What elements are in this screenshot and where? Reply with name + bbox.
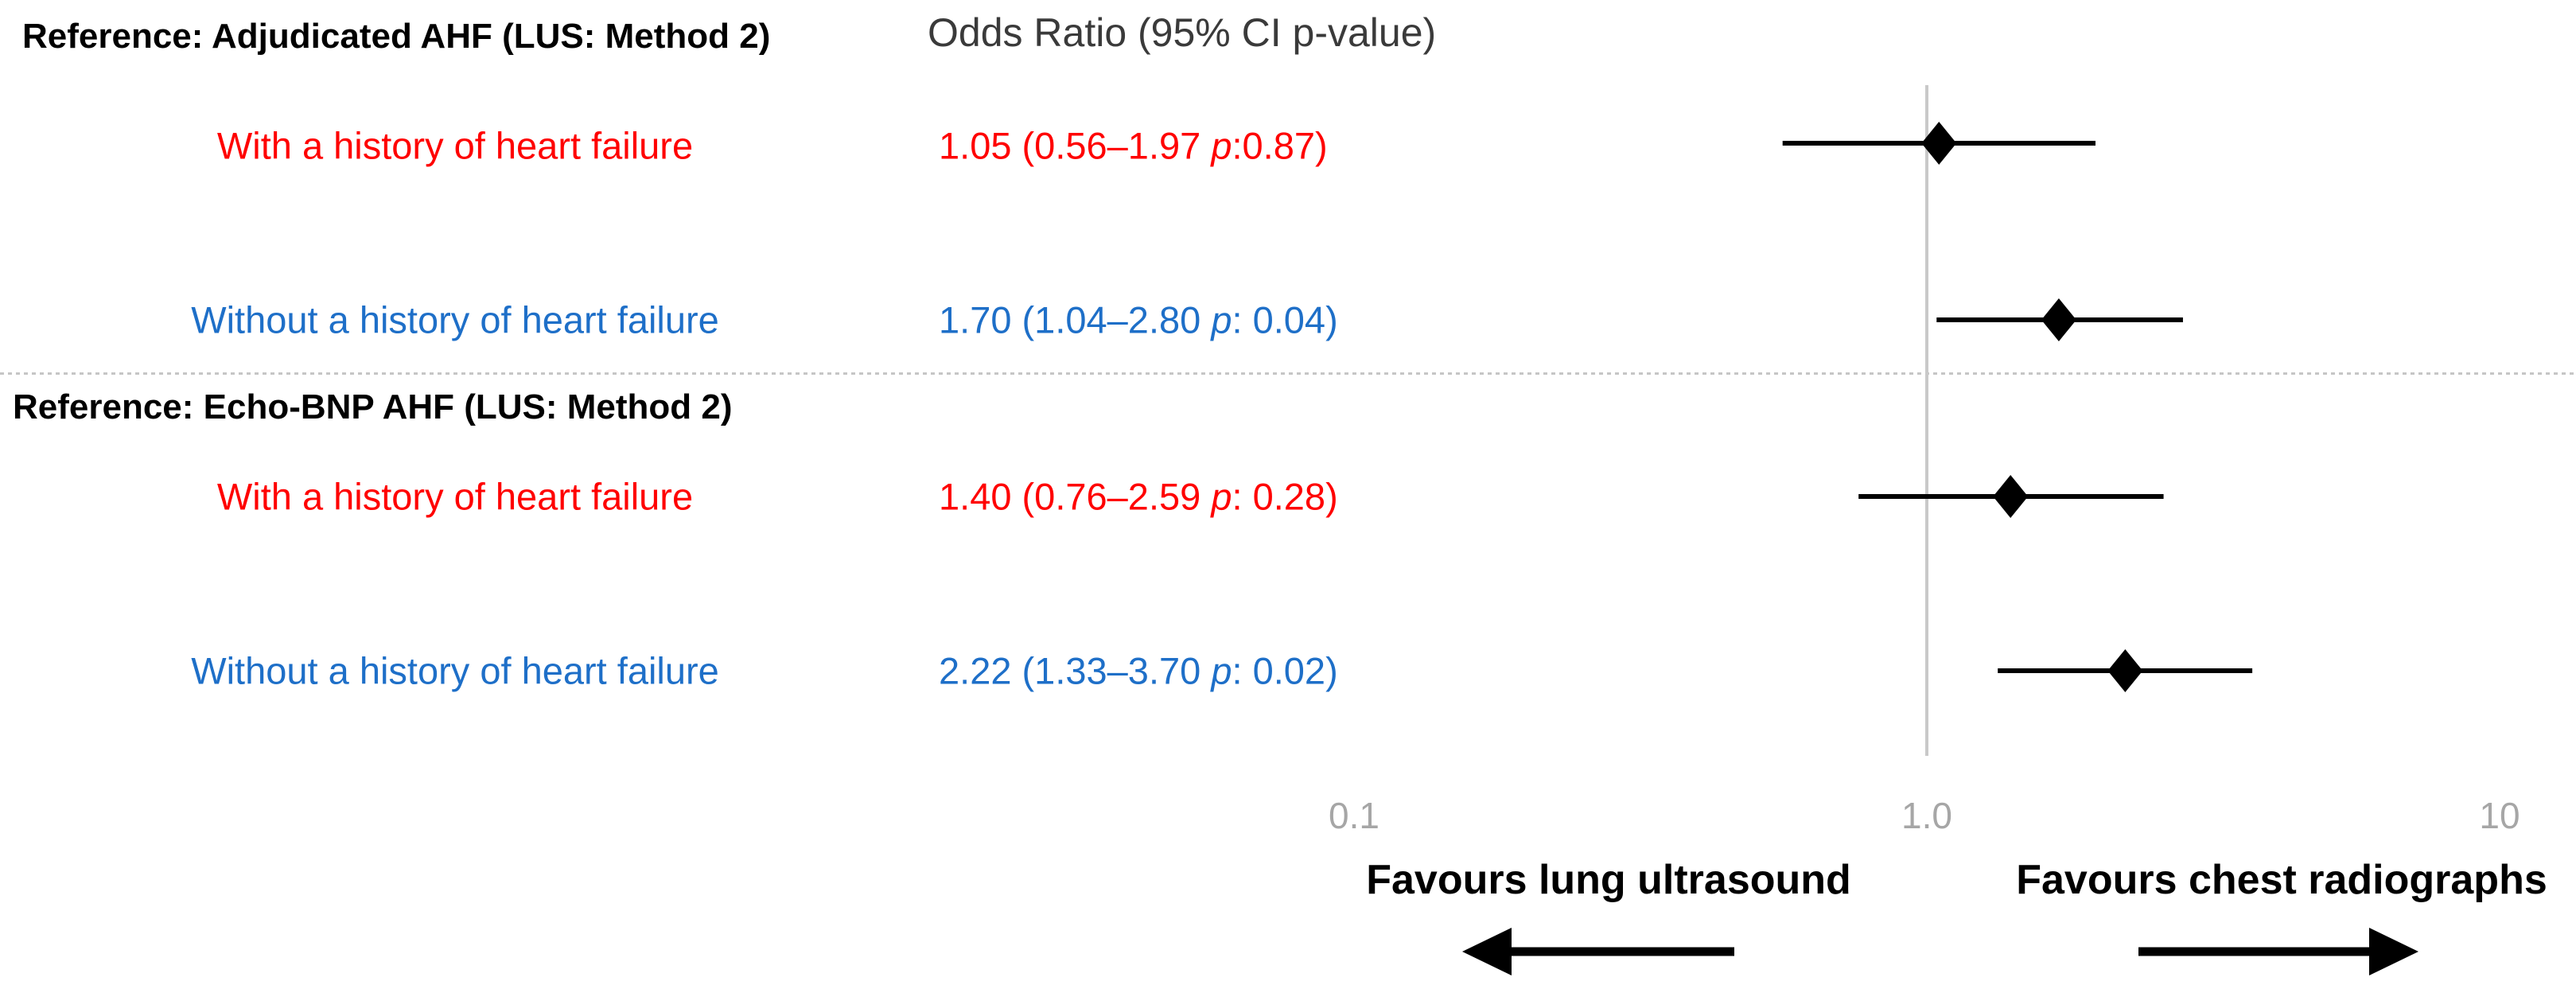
favours-lung-ultrasound-label: Favours lung ultrasound [1366,857,1851,903]
p-symbol: p [1211,649,1232,692]
left-arrow-head [1462,928,1512,975]
p-symbol: p [1211,298,1232,341]
row-label-adjudicated-with-hf: With a history of heart failure [216,124,694,167]
or-ci-text: 1.70 (1.04–2.80 [939,298,1212,341]
favours-chest-radiographs-label: Favours chest radiographs [2016,857,2547,903]
section-divider-dashed-line [0,372,2576,375]
row-label-echobnp-with-hf: With a history of heart failure [216,475,694,518]
or-diamond-row-0 [1921,122,1957,165]
axis-tick-10: 10 [2479,795,2520,836]
p-value-text: : 0.28) [1232,475,1338,518]
or-ci-text: 1.05 (0.56–1.97 [939,124,1212,167]
plot-markers-group [1782,85,2253,756]
p-value-text: : 0.04) [1232,298,1338,341]
or-value-echobnp-with-hf: 1.40 (0.76–2.59 p: 0.28) [939,478,1338,516]
or-ci-text: 2.22 (1.33–3.70 [939,649,1212,692]
p-value-text: :0.87) [1232,124,1328,167]
or-diamond-row-1 [2041,298,2076,341]
p-value-text: : 0.02) [1232,649,1338,692]
row-label-echobnp-without-hf: Without a history of heart failure [191,649,719,692]
or-value-echobnp-without-hf: 2.22 (1.33–3.70 p: 0.02) [939,652,1338,690]
axis-tick-0-1: 0.1 [1329,795,1379,836]
or-ci-text: 1.40 (0.76–2.59 [939,475,1212,518]
right-arrow-head [2369,928,2418,975]
or-value-adjudicated-with-hf: 1.05 (0.56–1.97 p:0.87) [939,127,1328,165]
odds-ratio-column-header: Odds Ratio (95% CI p-value) [928,10,1437,55]
favours-right-arrow [2138,928,2418,975]
section-2-header: Reference: Echo-BNP AHF (LUS: Method 2) [13,387,733,426]
or-diamond-row-3 [2107,649,2143,692]
or-value-adjudicated-without-hf: 1.70 (1.04–2.80 p: 0.04) [939,302,1338,339]
row-label-adjudicated-without-hf: Without a history of heart failure [191,298,719,341]
favours-left-arrow [1462,928,1734,975]
p-symbol: p [1211,475,1232,518]
p-symbol: p [1211,124,1232,167]
axis-tick-1-0: 1.0 [1901,795,1952,836]
section-1-header: Reference: Adjudicated AHF (LUS: Method … [22,17,771,56]
or-diamond-row-2 [1993,475,2029,518]
